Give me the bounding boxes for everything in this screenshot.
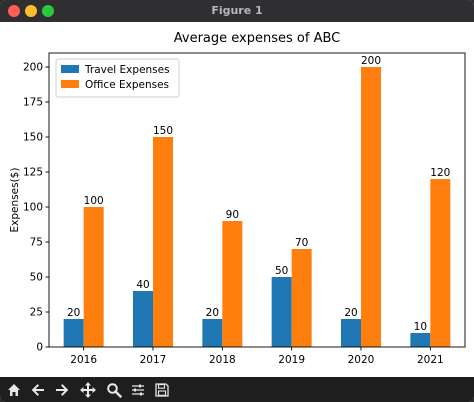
figure-canvas[interactable]: Average expenses of ABC Expenses($) 20 10…	[0, 22, 474, 377]
x-tick-label-2017: 2017	[140, 354, 167, 366]
bar-travel-2018	[202, 319, 223, 347]
save-figure-icon	[155, 383, 169, 397]
legend-label-travel: Travel Expenses	[84, 64, 170, 76]
data-label-travel-2016: 20	[67, 307, 80, 319]
title-bar[interactable]: Figure 1	[0, 0, 474, 23]
zoom-window-button[interactable]	[42, 5, 54, 17]
y-axis-label: Expenses($)	[9, 168, 21, 233]
y-tick-label-0: 0	[36, 342, 43, 354]
window-title: Figure 1	[211, 4, 263, 17]
bar-office-2020	[361, 67, 381, 347]
bar-office-2016	[83, 207, 104, 347]
x-tick-label-2020: 2020	[348, 354, 375, 366]
data-label-travel-2018: 20	[206, 307, 219, 319]
x-tick-label-2018: 2018	[209, 354, 236, 366]
bars-group: 20 100 40 150 20 90 50 70 20 200 10 120	[63, 55, 451, 347]
pan-move-icon	[80, 382, 96, 398]
data-label-travel-2020: 20	[344, 307, 357, 319]
y-tick-label-50: 50	[30, 272, 43, 284]
zoom-button[interactable]	[104, 380, 124, 400]
bar-travel-2017	[133, 291, 153, 347]
back-button[interactable]	[28, 380, 48, 400]
bar-travel-2021	[410, 333, 431, 347]
data-label-travel-2021: 10	[414, 321, 427, 333]
save-figure-button[interactable]	[152, 380, 172, 400]
y-tick-label-100: 100	[23, 202, 43, 214]
bar-office-2019	[291, 249, 312, 347]
y-tick-label-150: 150	[23, 132, 43, 144]
navigation-toolbar	[0, 377, 474, 402]
bar-office-2017	[153, 137, 173, 347]
configure-subplots-button[interactable]	[128, 380, 148, 400]
data-label-office-2019: 70	[295, 237, 308, 249]
bar-chart: Average expenses of ABC Expenses($) 20 10…	[9, 31, 466, 366]
x-tick-label-2019: 2019	[278, 354, 305, 366]
bar-travel-2020	[341, 319, 361, 347]
data-label-office-2018: 90	[226, 209, 239, 221]
forward-button[interactable]	[52, 380, 72, 400]
legend-label-office: Office Expenses	[85, 79, 169, 91]
zoom-magnifier-icon	[107, 383, 122, 398]
data-label-office-2016: 100	[84, 195, 104, 207]
forward-arrow-icon	[56, 384, 69, 396]
y-tick-label-75: 75	[30, 237, 43, 249]
data-label-travel-2017: 40	[136, 279, 149, 291]
home-icon	[8, 384, 20, 396]
bar-office-2018	[222, 221, 243, 347]
legend-swatch-travel	[61, 65, 79, 73]
y-tick-label-200: 200	[23, 62, 43, 74]
y-tick-label-125: 125	[23, 167, 43, 179]
x-tick-label-2016: 2016	[70, 354, 97, 366]
chart-title: Average expenses of ABC	[174, 31, 340, 46]
pan-button[interactable]	[78, 380, 98, 400]
close-window-button[interactable]	[8, 5, 20, 17]
y-tick-label-25: 25	[30, 307, 43, 319]
data-label-office-2017: 150	[153, 125, 173, 137]
legend-swatch-office	[61, 80, 79, 88]
data-label-office-2021: 120	[430, 167, 450, 179]
data-label-office-2020: 200	[361, 55, 381, 67]
y-tick-label-175: 175	[23, 97, 43, 109]
home-button[interactable]	[4, 380, 24, 400]
bar-travel-2019	[271, 277, 292, 347]
ticks-group: 2016 2017 2018 2019 2020 20210255075100125150…	[23, 62, 444, 366]
data-label-travel-2019: 50	[275, 265, 288, 277]
minimize-window-button[interactable]	[25, 5, 37, 17]
x-tick-label-2021: 2021	[417, 354, 444, 366]
bar-office-2021	[430, 179, 451, 347]
legend: Travel Expenses Office Expenses	[55, 58, 180, 98]
bar-travel-2016	[63, 319, 84, 347]
configure-subplots-icon	[132, 384, 144, 396]
legend-box	[55, 58, 180, 98]
back-arrow-icon	[31, 384, 44, 396]
axes-frame	[48, 52, 466, 348]
